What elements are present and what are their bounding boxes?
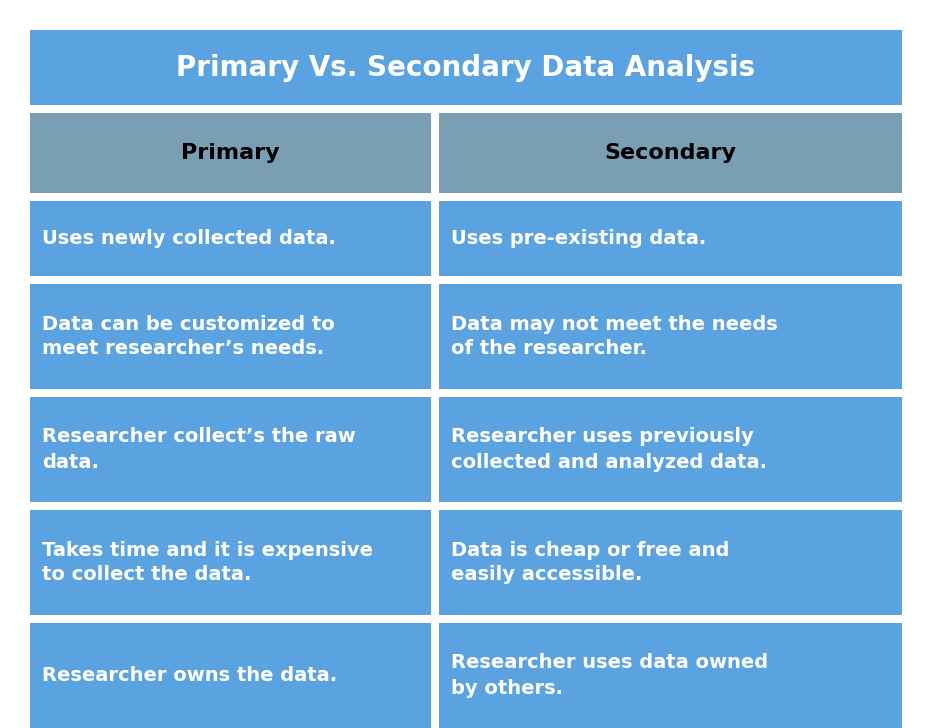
Bar (440, 113, 902, 193)
Text: Uses newly collected data.: Uses newly collected data. (42, 229, 336, 248)
Text: Data can be customized to
meet researcher’s needs.: Data can be customized to meet researche… (42, 314, 335, 358)
Text: Takes time and it is expensive
to collect the data.: Takes time and it is expensive to collec… (42, 540, 373, 585)
Text: Researcher uses previously
collected and analyzed data.: Researcher uses previously collected and… (451, 427, 767, 472)
Text: Data may not meet the needs
of the researcher.: Data may not meet the needs of the resea… (451, 314, 778, 358)
Bar (440, 201, 902, 276)
Bar (30, 510, 432, 615)
Bar (30, 623, 432, 728)
Text: Secondary: Secondary (605, 143, 736, 163)
Text: Data is cheap or free and
easily accessible.: Data is cheap or free and easily accessi… (451, 540, 730, 585)
Text: Researcher uses data owned
by others.: Researcher uses data owned by others. (451, 654, 769, 697)
Text: Uses pre-existing data.: Uses pre-existing data. (451, 229, 706, 248)
Bar (30, 284, 432, 389)
Text: Primary: Primary (182, 143, 280, 163)
Bar (440, 284, 902, 389)
Bar (440, 397, 902, 502)
Bar (440, 623, 902, 728)
Bar (440, 510, 902, 615)
Bar (30, 30, 902, 105)
Text: Researcher collect’s the raw
data.: Researcher collect’s the raw data. (42, 427, 356, 472)
Bar (30, 201, 432, 276)
Text: Researcher owns the data.: Researcher owns the data. (42, 666, 337, 685)
Bar (30, 397, 432, 502)
Text: Primary Vs. Secondary Data Analysis: Primary Vs. Secondary Data Analysis (176, 53, 756, 82)
Bar (30, 113, 432, 193)
